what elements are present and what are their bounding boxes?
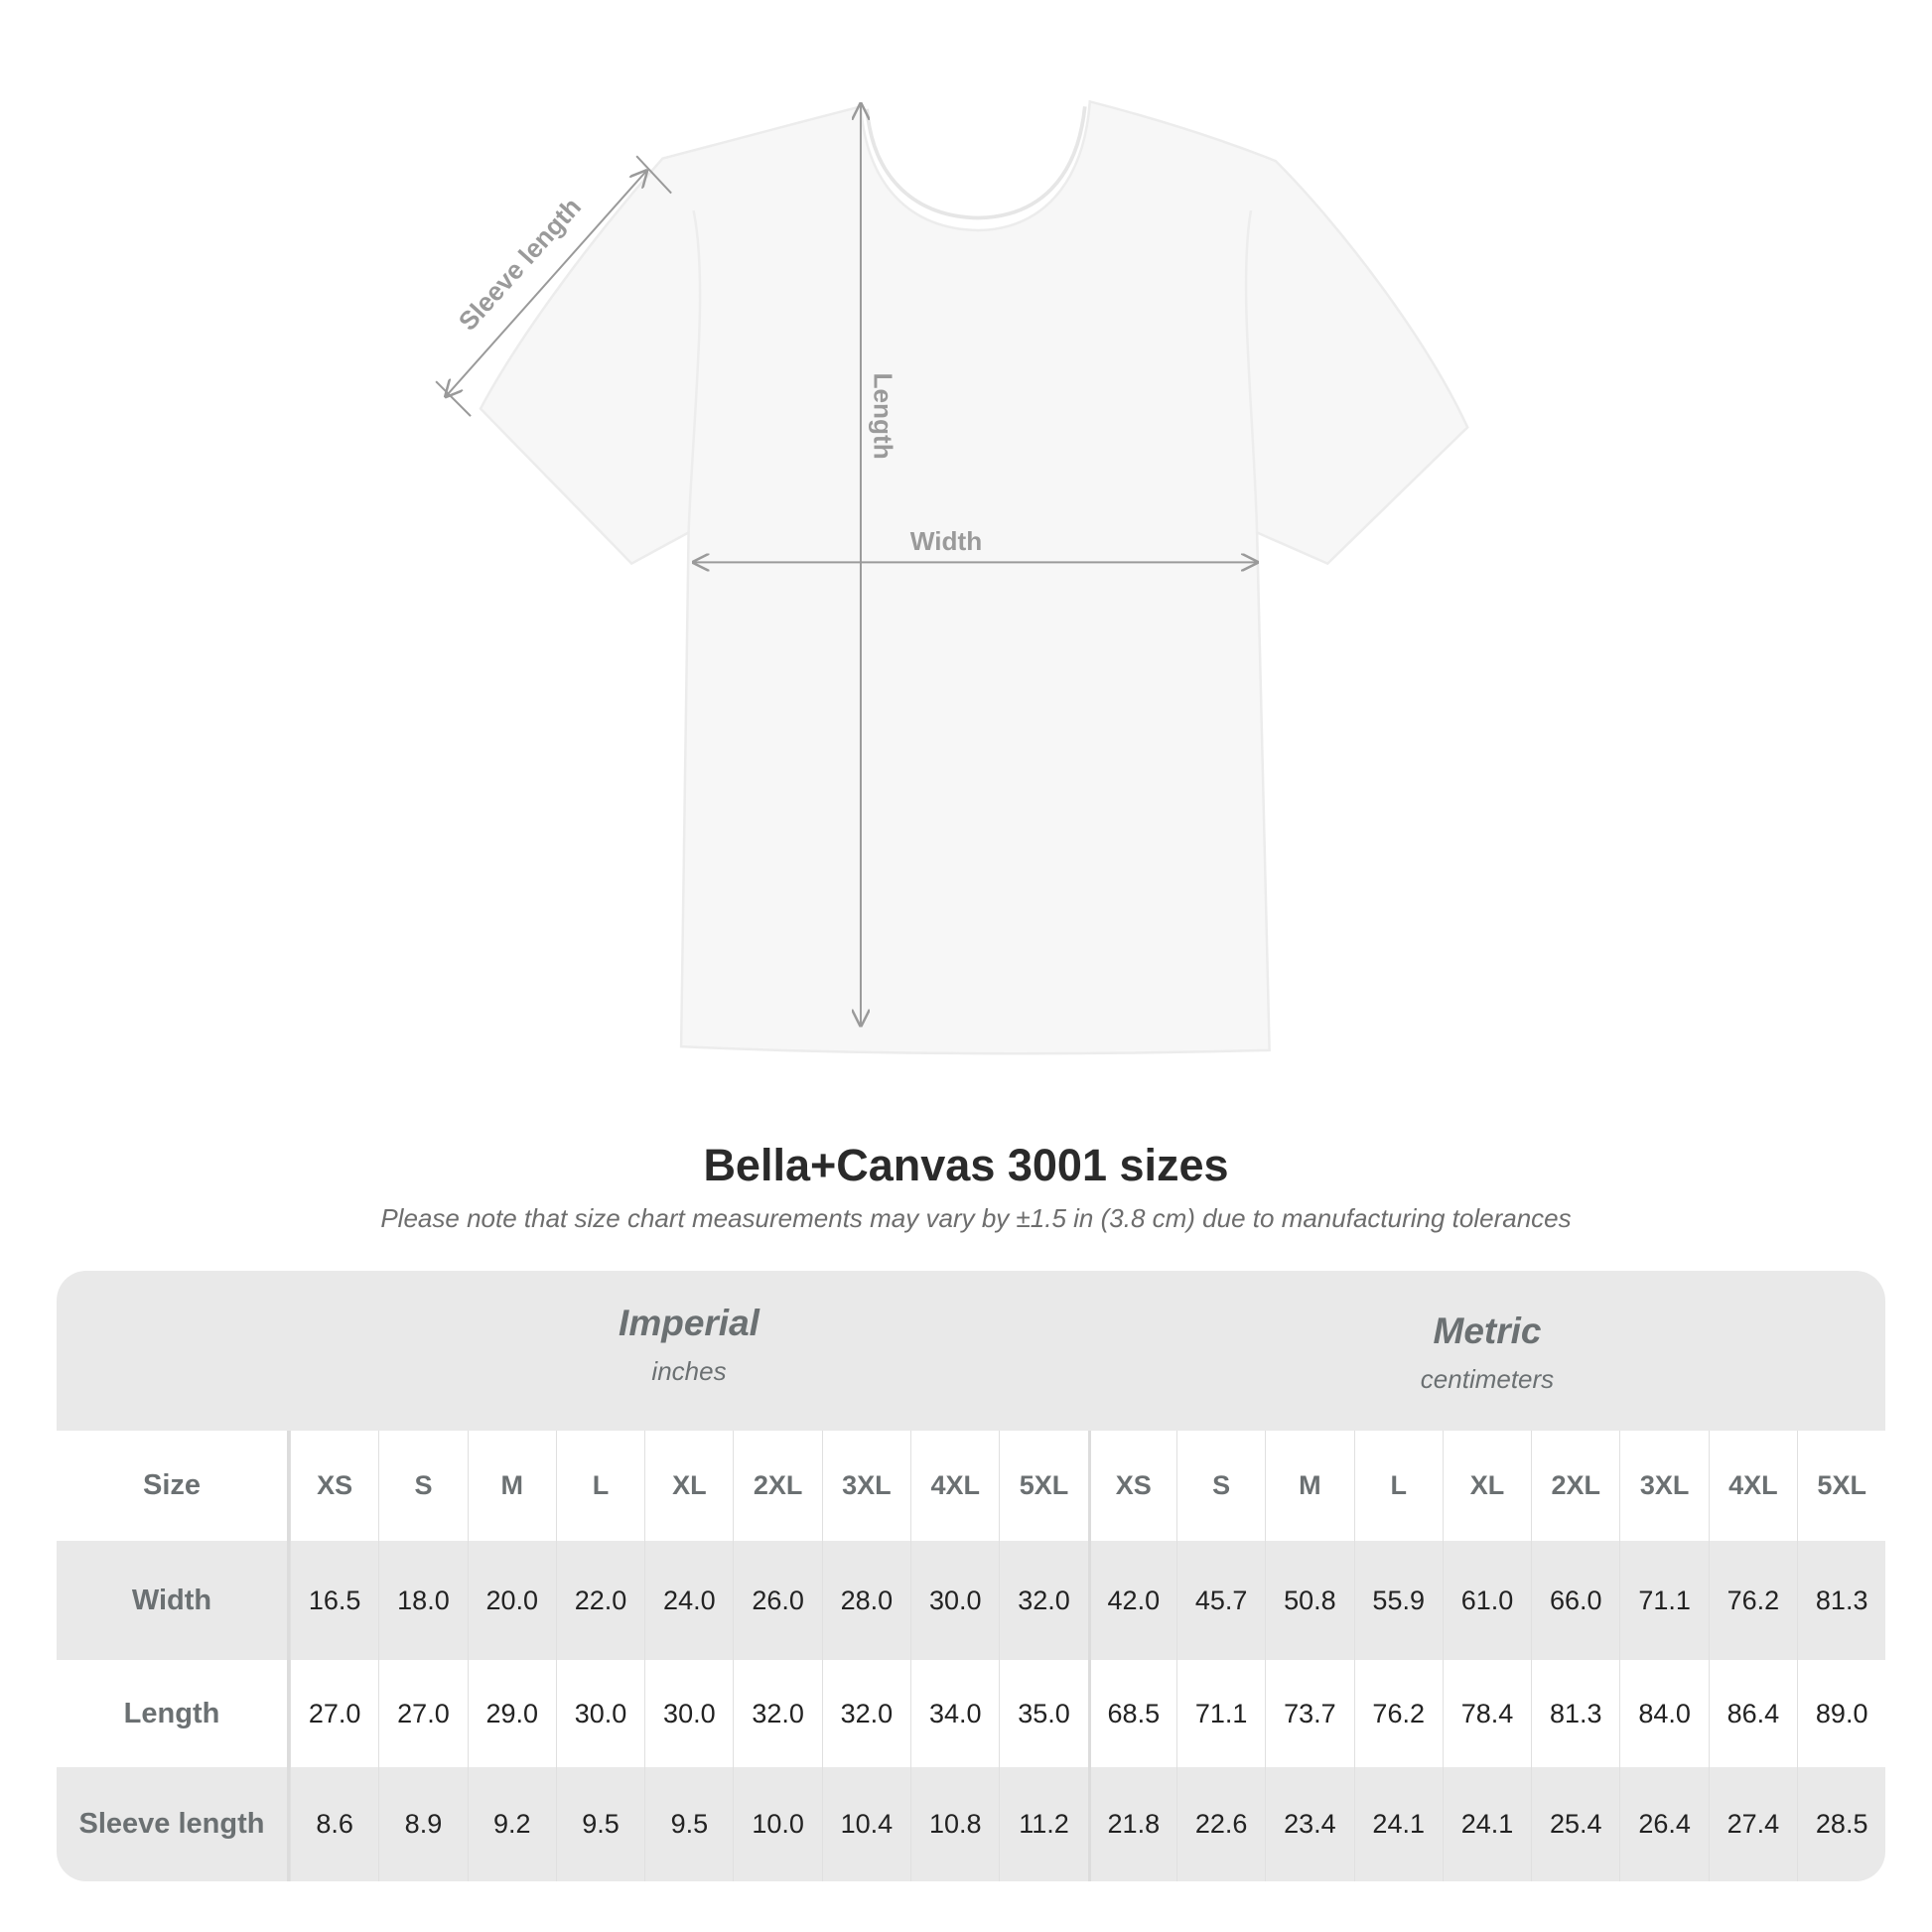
metric-value-cell: 76.2 <box>1708 1541 1797 1660</box>
metric-value-cell: 61.0 <box>1442 1541 1531 1660</box>
metric-value-cell: 76.2 <box>1353 1660 1443 1767</box>
length-label: Length <box>869 372 898 459</box>
imperial-value-cell: 30.0 <box>555 1660 644 1767</box>
imperial-value-cell: 30.0 <box>644 1660 733 1767</box>
size-header-cell: 4XL <box>910 1431 999 1541</box>
size-header-cell: 4XL <box>1708 1431 1797 1541</box>
size-header-cell: L <box>1353 1431 1443 1541</box>
metric-value-cell: 45.7 <box>1175 1541 1265 1660</box>
row-label: Length <box>57 1660 290 1767</box>
table-row: Width 16.5 18.0 20.0 22.0 24.0 26.0 28.0 30.0 32.… <box>57 1541 1885 1660</box>
size-header-cell: S <box>1175 1431 1265 1541</box>
table-group-header: Imperial inches Metric centimeters <box>57 1271 1885 1431</box>
metric-value-cell: 81.3 <box>1531 1660 1619 1767</box>
width-label: Width <box>910 526 982 556</box>
imperial-value-cell: 11.2 <box>999 1767 1087 1881</box>
imperial-value-cell: 34.0 <box>910 1660 999 1767</box>
tshirt-image <box>479 99 1469 1055</box>
size-header-cell: 2XL <box>733 1431 821 1541</box>
size-header-cell: 5XL <box>999 1431 1087 1541</box>
size-header-cell: 2XL <box>1531 1431 1619 1541</box>
size-header-cell: XL <box>1442 1431 1531 1541</box>
size-header-cell: S <box>378 1431 467 1541</box>
metric-value-cell: 55.9 <box>1353 1541 1443 1660</box>
imperial-value-cell: 35.0 <box>999 1660 1087 1767</box>
size-header-cell: M <box>467 1431 556 1541</box>
imperial-value-cell: 27.0 <box>290 1660 378 1767</box>
size-header-cell: M <box>1265 1431 1353 1541</box>
metric-value-cell: 73.7 <box>1265 1660 1353 1767</box>
imperial-value-cell: 32.0 <box>999 1541 1087 1660</box>
imperial-value-cell: 9.2 <box>467 1767 556 1881</box>
imperial-header: Imperial inches <box>290 1303 1088 1387</box>
metric-unit: centimeters <box>1420 1364 1555 1394</box>
imperial-value-cell: 28.0 <box>821 1541 910 1660</box>
imperial-value-cell: 22.0 <box>555 1541 644 1660</box>
metric-value-cell: 50.8 <box>1265 1541 1353 1660</box>
metric-value-cell: 81.3 <box>1797 1541 1885 1660</box>
imperial-value-cell: 8.6 <box>290 1767 378 1881</box>
size-header-cell: 3XL <box>821 1431 910 1541</box>
metric-value-cell: 27.4 <box>1708 1767 1797 1881</box>
imperial-value-cell: 10.0 <box>733 1767 821 1881</box>
metric-value-cell: 78.4 <box>1442 1660 1531 1767</box>
metric-value-cell: 22.6 <box>1175 1767 1265 1881</box>
imperial-value-cell: 10.4 <box>821 1767 910 1881</box>
metric-value-cell: 24.1 <box>1442 1767 1531 1881</box>
size-header-cell: XS <box>290 1431 378 1541</box>
metric-value-cell: 21.8 <box>1087 1767 1176 1881</box>
imperial-value-cell: 10.8 <box>910 1767 999 1881</box>
size-header-cell: L <box>555 1431 644 1541</box>
imperial-value-cell: 26.0 <box>733 1541 821 1660</box>
size-header-row: Size XS S M L XL 2XL 3XL 4XL 5XL XS S M L XL 2XL 3XL 4XL 5… <box>57 1431 1885 1541</box>
metric-value-cell: 71.1 <box>1175 1660 1265 1767</box>
row-label: Sleeve length <box>57 1767 290 1881</box>
metric-header: Metric centimeters <box>1088 1311 1885 1395</box>
metric-value-cell: 86.4 <box>1708 1660 1797 1767</box>
imperial-value-cell: 24.0 <box>644 1541 733 1660</box>
metric-value-cell: 23.4 <box>1265 1767 1353 1881</box>
metric-value-cell: 66.0 <box>1531 1541 1619 1660</box>
imperial-value-cell: 16.5 <box>290 1541 378 1660</box>
imperial-value-cell: 20.0 <box>467 1541 556 1660</box>
size-header-label: Size <box>57 1431 290 1541</box>
metric-value-cell: 26.4 <box>1619 1767 1708 1881</box>
size-header-cell: 3XL <box>1619 1431 1708 1541</box>
imperial-value-cell: 9.5 <box>555 1767 644 1881</box>
imperial-value-cell: 29.0 <box>467 1660 556 1767</box>
row-label: Width <box>57 1541 290 1660</box>
table-row: Sleeve length 8.6 8.9 9.2 9.5 9.5 10.0 10.4 10.8… <box>57 1767 1885 1881</box>
imperial-value-cell: 9.5 <box>644 1767 733 1881</box>
metric-value-cell: 28.5 <box>1797 1767 1885 1881</box>
metric-value-cell: 89.0 <box>1797 1660 1885 1767</box>
size-header-cell: XL <box>644 1431 733 1541</box>
size-table: Imperial inches Metric centimeters Size X… <box>57 1271 1885 1881</box>
metric-value-cell: 25.4 <box>1531 1767 1619 1881</box>
imperial-value-cell: 30.0 <box>910 1541 999 1660</box>
metric-value-cell: 24.1 <box>1353 1767 1443 1881</box>
metric-title: Metric <box>1433 1311 1542 1351</box>
page-title: Bella+Canvas 3001 sizes <box>703 1140 1229 1190</box>
imperial-value-cell: 32.0 <box>821 1660 910 1767</box>
imperial-value-cell: 18.0 <box>378 1541 467 1660</box>
size-header-cell: 5XL <box>1797 1431 1885 1541</box>
sleeve-arrow <box>446 171 646 396</box>
imperial-unit: inches <box>651 1356 727 1386</box>
metric-value-cell: 84.0 <box>1619 1660 1708 1767</box>
metric-value-cell: 71.1 <box>1619 1541 1708 1660</box>
imperial-value-cell: 8.9 <box>378 1767 467 1881</box>
table-row: Length 27.0 27.0 29.0 30.0 30.0 32.0 32.0 34.0 35… <box>57 1660 1885 1767</box>
tolerance-note: Please note that size chart measurements… <box>380 1203 1572 1233</box>
imperial-value-cell: 27.0 <box>378 1660 467 1767</box>
imperial-value-cell: 32.0 <box>733 1660 821 1767</box>
size-header-cell: XS <box>1087 1431 1176 1541</box>
imperial-title: Imperial <box>619 1303 759 1343</box>
metric-value-cell: 68.5 <box>1087 1660 1176 1767</box>
metric-value-cell: 42.0 <box>1087 1541 1176 1660</box>
